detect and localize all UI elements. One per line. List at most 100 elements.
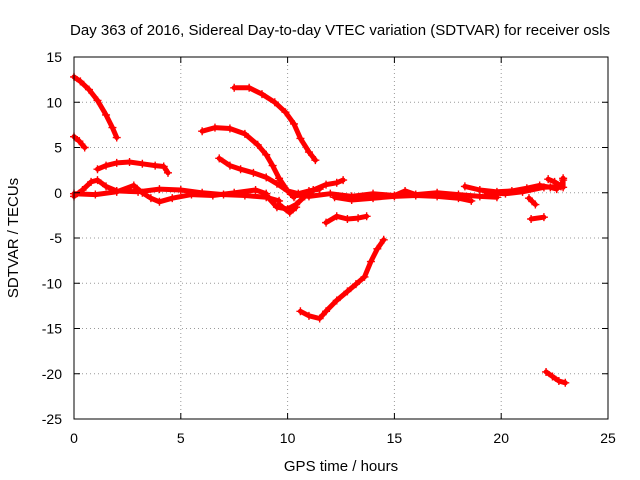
- data-point: [518, 187, 527, 196]
- axis-ticks: [73, 56, 609, 420]
- data-point: [257, 90, 266, 99]
- y-tick-label: 0: [54, 185, 62, 201]
- x-tick-label: 5: [177, 430, 185, 446]
- data-point: [187, 190, 196, 199]
- data-point: [454, 194, 463, 203]
- data-point: [102, 110, 111, 119]
- series-trace: [95, 159, 171, 176]
- y-tick-label: -25: [42, 411, 62, 427]
- data-point: [501, 189, 510, 198]
- data-point: [75, 137, 84, 146]
- data-point: [322, 218, 331, 227]
- data-point: [240, 129, 249, 138]
- y-axis-label: SDTVAR / TECUs: [5, 178, 22, 298]
- data-point: [390, 192, 399, 201]
- chart-title: Day 363 of 2016, Sidereal Day-to-day VTE…: [70, 22, 610, 39]
- data-point: [272, 179, 281, 188]
- data-point: [544, 175, 553, 184]
- x-tick-labels: 0 5 10 15 20 25: [70, 430, 616, 446]
- data-point: [292, 203, 301, 212]
- series-arc-20: [542, 367, 570, 387]
- y-tick-label: -5: [50, 230, 63, 246]
- data-point: [304, 311, 313, 320]
- data-point: [87, 177, 96, 186]
- data-point: [362, 212, 371, 221]
- data-point: [315, 314, 324, 323]
- data-point: [102, 182, 111, 191]
- y-tick-label: -10: [42, 275, 62, 291]
- data-point: [330, 193, 339, 202]
- data-point: [93, 96, 102, 105]
- x-tick-label: 0: [70, 430, 78, 446]
- data-point: [309, 186, 318, 195]
- data-point: [251, 186, 260, 195]
- data-point: [339, 176, 348, 185]
- y-tick-label: -20: [42, 366, 62, 382]
- data-point: [311, 156, 320, 165]
- data-point: [108, 123, 117, 132]
- data-point: [230, 83, 239, 92]
- y-tick-label: 15: [46, 49, 62, 65]
- series-arc-14: [330, 191, 476, 205]
- series-arc-10: [275, 200, 301, 217]
- series-trace: [199, 125, 297, 200]
- data-point: [296, 307, 305, 316]
- data-point: [433, 192, 442, 201]
- data-point: [262, 191, 271, 200]
- data-point: [332, 212, 341, 221]
- data-point: [332, 178, 341, 187]
- data-point: [322, 180, 331, 189]
- series-arc-8: [215, 154, 324, 198]
- data-point: [138, 159, 147, 168]
- data-point: [80, 143, 89, 152]
- series-arc-2: [70, 132, 89, 152]
- data-point: [351, 280, 360, 289]
- data-point: [138, 188, 147, 197]
- data-point: [210, 123, 219, 132]
- data-point: [93, 165, 102, 174]
- data-point: [159, 162, 168, 171]
- x-tick-label: 15: [387, 430, 403, 446]
- series-arc-1: [70, 72, 121, 142]
- data-point: [369, 194, 378, 203]
- data-point: [285, 208, 294, 217]
- data-point: [151, 161, 160, 170]
- x-tick-label: 25: [600, 430, 616, 446]
- data-point: [176, 186, 185, 195]
- data-point: [208, 191, 217, 200]
- data-point: [262, 173, 271, 182]
- data-point: [287, 190, 296, 199]
- data-point: [262, 150, 271, 159]
- series-arc-19: [527, 213, 548, 223]
- data-point: [542, 367, 551, 376]
- data-series: [70, 72, 570, 387]
- data-point: [275, 200, 284, 209]
- data-point: [332, 296, 341, 305]
- data-point: [163, 168, 172, 177]
- series-arc-11: [322, 212, 371, 227]
- data-point: [281, 108, 290, 117]
- x-tick-label: 20: [493, 430, 509, 446]
- series-trace: [526, 195, 538, 207]
- y-tick-labels: -25 -20 -15 -10 -5 0 5 10 15: [42, 49, 62, 427]
- series-arc-18: [524, 194, 540, 209]
- data-point: [215, 154, 224, 163]
- data-point: [230, 188, 239, 197]
- data-point: [561, 378, 570, 387]
- data-point: [129, 181, 138, 190]
- data-point: [539, 183, 548, 192]
- series-arc-3: [93, 157, 172, 177]
- data-point: [304, 192, 313, 201]
- data-point: [155, 197, 164, 206]
- series-arc-7: [230, 83, 320, 165]
- data-point: [550, 177, 559, 186]
- data-point: [253, 140, 262, 149]
- data-point: [270, 98, 279, 107]
- data-point: [146, 194, 155, 203]
- y-tick-label: 5: [54, 140, 62, 156]
- series-trace: [297, 237, 387, 321]
- data-point: [168, 194, 177, 203]
- data-point: [322, 307, 331, 316]
- data-point: [559, 174, 568, 183]
